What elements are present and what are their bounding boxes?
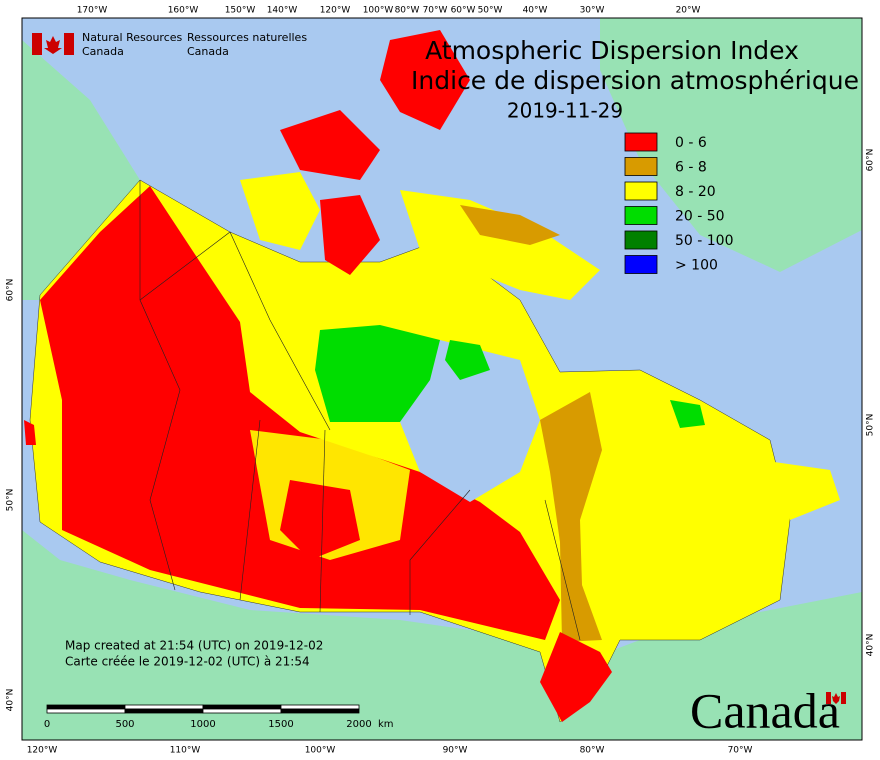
graticule-left-label: 50°N — [6, 489, 16, 512]
legend-swatch — [624, 132, 658, 152]
zone-labrador — [670, 400, 705, 428]
scale-bar-segment — [202, 708, 282, 714]
boundary-mb-on — [409, 489, 471, 615]
graticule-top-label: 120°W — [320, 6, 351, 16]
nrcan-flag-right — [64, 33, 74, 55]
graticule-top-label: 70°W — [423, 6, 448, 16]
scale-bar-label: 500 — [115, 719, 134, 730]
alaska — [22, 40, 140, 300]
graticule-top-label: 150°W — [225, 6, 256, 16]
created-en: Map created at 21:54 (UTC) on 2019-12-02 — [65, 639, 323, 653]
legend-label: 6 - 8 — [675, 160, 707, 176]
scale-bar-label: 0 — [44, 719, 50, 730]
nrcan-flag-left — [32, 33, 42, 55]
island-victoria — [240, 172, 320, 250]
boundary-on-qc — [544, 499, 581, 641]
boundary-ab-sk — [239, 419, 261, 601]
island-ellesmere — [380, 30, 470, 130]
graticule-top-label: 60°W — [451, 6, 476, 16]
wordmark-flag-right — [841, 692, 846, 704]
graticule-left-label: 40°N — [6, 689, 16, 712]
united-states — [22, 530, 862, 740]
legend-swatch — [624, 181, 658, 201]
org-country-fr: Canada — [187, 45, 229, 58]
graticule-top-label: 140°W — [267, 6, 298, 16]
greenland — [600, 18, 862, 272]
scale-bar-label: 2000 — [346, 719, 371, 730]
graticule-bottom-label: 100°W — [305, 746, 336, 756]
graticule-top-label: 80°W — [395, 6, 420, 16]
newfoundland — [760, 460, 840, 520]
zone-prairie-low — [280, 480, 360, 560]
scale-bar-segment — [202, 704, 282, 710]
zone-quebec — [540, 392, 602, 642]
graticule-right-label: 60°N — [866, 149, 876, 172]
graticule-top-label: 100°W — [363, 6, 394, 16]
canada-wordmark: Canada — [690, 682, 840, 738]
created-fr: Carte créée le 2019-12-02 (UTC) à 21:54 — [65, 655, 310, 669]
zone-kivalliq — [315, 325, 440, 422]
graticule-top-label: 160°W — [168, 6, 199, 16]
boundary-territories — [139, 231, 331, 431]
graticule-top-label: 50°W — [478, 6, 503, 16]
title-date: 2019-11-29 — [507, 99, 623, 123]
scale-bar-segment — [124, 708, 204, 714]
graticule-bottom-label: 90°W — [443, 746, 468, 756]
scale-bar-label: 1000 — [190, 719, 215, 730]
org-name-fr: Ressources naturelles — [187, 31, 307, 44]
scale-bar-segment — [280, 708, 360, 714]
legend-label: 50 - 100 — [675, 233, 734, 249]
island-north — [280, 110, 380, 180]
title-fr: Indice de dispersion atmosphérique — [411, 66, 859, 95]
scale-bar-segment — [124, 704, 204, 710]
graticule-left-label: 60°N — [6, 279, 16, 302]
boundary-sk-mb — [319, 429, 326, 613]
legend-swatch — [624, 230, 658, 250]
graticule-bottom-label: 120°W — [27, 746, 58, 756]
boundary-bc — [139, 180, 181, 591]
scale-bar-label: 1500 — [268, 719, 293, 730]
legend-swatch — [624, 255, 658, 274]
zone-west-low — [40, 186, 560, 640]
legend-label: > 100 — [675, 258, 718, 274]
island-baffin — [400, 190, 600, 300]
scale-bar-segment — [46, 708, 126, 714]
nrcan-flag-leaf — [44, 36, 62, 54]
zone-ontario-south — [540, 632, 612, 722]
legend-swatch — [624, 206, 658, 225]
graticule-top-label: 40°W — [523, 6, 548, 16]
scale-bar-segment — [46, 704, 126, 710]
island-haida — [24, 420, 36, 445]
graticule-top-label: 170°W — [77, 6, 108, 16]
org-country-en: Canada — [82, 45, 124, 58]
legend-swatch — [624, 157, 658, 176]
graticule-top-label: 20°W — [676, 6, 701, 16]
scale-bar-segment — [280, 704, 360, 710]
graticule-right-label: 40°N — [866, 634, 876, 657]
island-somerset — [320, 195, 380, 275]
legend-label: 20 - 50 — [675, 209, 725, 225]
graticule-bottom-label: 80°W — [580, 746, 605, 756]
scale-bar-unit: km — [378, 719, 394, 730]
wordmark-flag-left — [826, 692, 831, 704]
legend-label: 0 - 6 — [675, 135, 707, 151]
org-name-en: Natural Resources — [82, 31, 183, 44]
graticule-top-label: 30°W — [580, 6, 605, 16]
title-en: Atmospheric Dispersion Index — [425, 36, 799, 65]
island-baffin-east — [460, 205, 560, 245]
graticule-bottom-label: 70°W — [728, 746, 753, 756]
wordmark-flag-leaf — [832, 693, 840, 704]
graticule-right-label: 50°N — [866, 414, 876, 437]
graticule-bottom-label: 110°W — [170, 746, 201, 756]
map-frame — [21, 17, 863, 741]
legend-label: 8 - 20 — [675, 184, 716, 200]
zone-southampton — [445, 340, 490, 380]
